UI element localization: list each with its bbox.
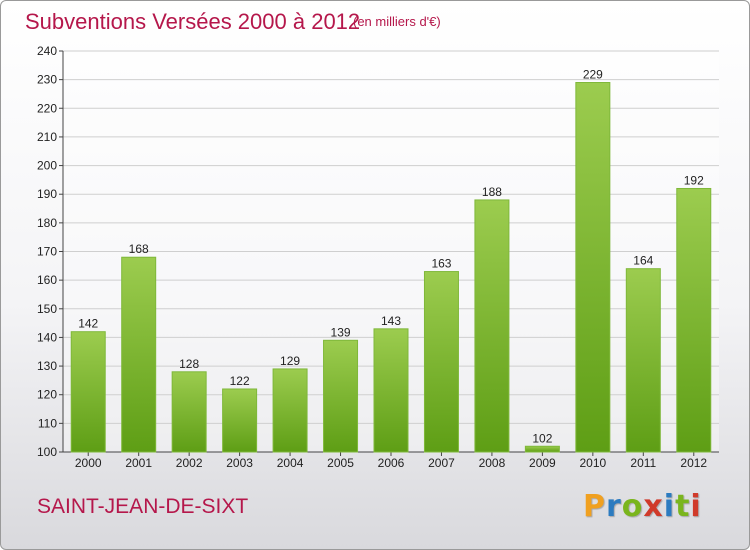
- bar-2008: [474, 199, 510, 453]
- logo-letter: i: [663, 489, 676, 524]
- value-label-2002: 128: [179, 357, 199, 371]
- logo-letter: i: [690, 489, 702, 524]
- value-label-2009: 102: [532, 431, 552, 445]
- y-tick-label: 140: [37, 330, 57, 344]
- value-label-2004: 129: [280, 354, 300, 368]
- logo-letter: x: [643, 489, 664, 524]
- chart-subtitle: (en milliers d'€): [353, 14, 441, 29]
- x-tick-label-2008: 2008: [479, 456, 506, 470]
- value-label-2003: 122: [230, 374, 250, 388]
- bar-2012: [676, 187, 712, 453]
- y-tick-label: 130: [37, 359, 57, 373]
- bar-2005: [323, 339, 359, 453]
- bar-2011: [625, 268, 661, 453]
- logo-letter: o: [621, 489, 644, 524]
- y-tick-label: 160: [37, 273, 57, 287]
- value-label-2005: 139: [331, 325, 351, 339]
- x-tick-label-2010: 2010: [579, 456, 606, 470]
- x-tick-label-2012: 2012: [680, 456, 707, 470]
- value-label-2006: 143: [381, 314, 401, 328]
- value-label-2012: 192: [684, 173, 704, 187]
- y-tick-label: 180: [37, 216, 57, 230]
- y-tick-label: 170: [37, 245, 57, 259]
- y-tick-label: 220: [37, 101, 57, 115]
- x-tick-label-2002: 2002: [176, 456, 203, 470]
- y-tick-label: 120: [37, 388, 57, 402]
- bar-2002: [171, 371, 207, 453]
- logo-letter: r: [606, 489, 622, 524]
- value-label-2007: 163: [431, 257, 451, 271]
- y-tick-label: 110: [38, 416, 57, 430]
- y-tick-label: 200: [37, 159, 57, 173]
- y-tick-label: 100: [37, 445, 57, 459]
- bar-2006: [373, 328, 409, 453]
- bar-2010: [575, 82, 611, 453]
- commune-name: SAINT-JEAN-DE-SIXT: [37, 495, 249, 518]
- value-label-2008: 188: [482, 185, 502, 199]
- x-tick-label-2001: 2001: [125, 456, 152, 470]
- chart-title: Subventions Versées 2000 à 2012: [25, 9, 361, 34]
- x-tick-label-2004: 2004: [277, 456, 304, 470]
- proxiti-logo: Proxiti: [583, 489, 702, 524]
- bar-2009: [524, 445, 560, 453]
- bar-2007: [423, 271, 459, 453]
- y-tick-label: 240: [37, 44, 57, 58]
- bar-2001: [121, 256, 157, 453]
- logo-letter: P: [583, 489, 606, 524]
- x-tick-label-2000: 2000: [75, 456, 102, 470]
- x-tick-label-2003: 2003: [226, 456, 253, 470]
- value-label-2010: 229: [583, 68, 603, 82]
- value-label-2011: 164: [633, 254, 653, 268]
- value-label-2000: 142: [78, 317, 98, 331]
- bar-2004: [272, 368, 308, 453]
- y-tick-label: 210: [37, 130, 57, 144]
- bar-2000: [70, 331, 106, 453]
- y-tick-label: 150: [37, 302, 57, 316]
- x-tick-label-2006: 2006: [378, 456, 405, 470]
- y-tick-label: 190: [37, 187, 57, 201]
- x-tick-label-2005: 2005: [327, 456, 354, 470]
- logo-letter: t: [675, 489, 691, 524]
- x-tick-label-2007: 2007: [428, 456, 455, 470]
- y-tick-label: 230: [37, 73, 57, 87]
- x-tick-label-2009: 2009: [529, 456, 556, 470]
- x-tick-label-2011: 2011: [630, 456, 656, 470]
- value-label-2001: 168: [129, 242, 149, 256]
- bar-2003: [222, 388, 258, 453]
